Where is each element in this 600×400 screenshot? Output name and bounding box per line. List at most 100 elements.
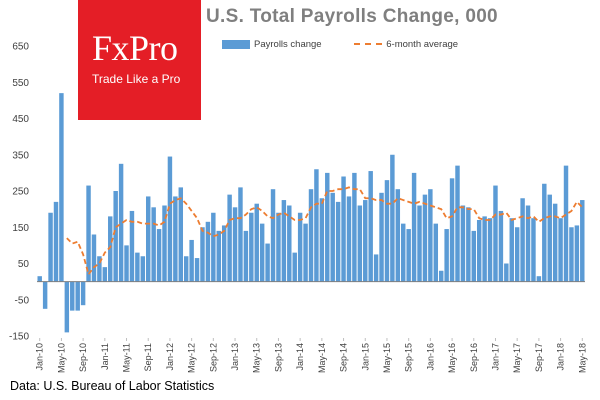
payroll-bar xyxy=(308,189,314,282)
y-tick-label: 350 xyxy=(12,150,29,161)
x-axis: Jan-10 May-10 Sep-10 Jan-11 May-11 Sep-11 Jan-… xyxy=(35,338,587,373)
payroll-bar xyxy=(243,230,249,282)
payroll-bar xyxy=(422,194,428,282)
payroll-bar xyxy=(476,220,482,282)
logo-brand: FxPro xyxy=(92,28,178,68)
x-tick-label: May-16 xyxy=(447,343,457,373)
payroll-bar xyxy=(113,191,118,282)
x-tick-label: Jan-18 xyxy=(556,343,566,371)
x-tick-label: Jan-10 xyxy=(35,343,45,371)
payroll-bar xyxy=(395,189,401,282)
payroll-bar xyxy=(146,196,151,282)
payroll-bar xyxy=(194,258,200,282)
payroll-bar xyxy=(281,200,287,282)
payroll-bar xyxy=(135,252,140,282)
legend-swatch-bar xyxy=(222,39,250,49)
payroll-bar xyxy=(433,223,439,282)
payroll-bar xyxy=(335,201,341,282)
payroll-bar xyxy=(363,200,368,282)
y-tick-label: 50 xyxy=(18,259,30,270)
payroll-bar xyxy=(97,256,102,282)
payroll-bar xyxy=(249,212,254,282)
payroll-bar xyxy=(70,281,75,311)
payroll-bar xyxy=(406,229,411,282)
payroll-bar xyxy=(487,218,493,282)
payroll-bar xyxy=(346,196,352,282)
payroll-bar xyxy=(536,276,542,282)
payroll-bar xyxy=(341,176,346,282)
x-tick-label: Sep-14 xyxy=(339,343,349,372)
payroll-bar xyxy=(276,212,281,282)
fxpro-logo: FxPro Trade Like a Pro xyxy=(78,0,201,120)
payroll-bar xyxy=(384,180,390,282)
payroll-bar xyxy=(509,218,514,282)
y-tick-label: -50 xyxy=(15,295,30,306)
payroll-bar xyxy=(254,203,259,282)
payroll-bar xyxy=(227,194,232,282)
payroll-bar xyxy=(569,227,574,282)
payroll-bar xyxy=(151,207,156,282)
payroll-bar xyxy=(216,230,221,282)
x-tick-label: May-11 xyxy=(122,343,132,372)
y-axis: 650 550 450 350 250 150 50 -50 -150 xyxy=(9,42,29,343)
legend-item-average: 6-month average xyxy=(354,39,458,50)
payroll-bar xyxy=(525,205,531,282)
payroll-bar xyxy=(352,172,357,282)
payroll-bar xyxy=(232,207,238,282)
y-tick-label: 450 xyxy=(12,114,29,125)
payroll-bar xyxy=(37,276,42,282)
y-tick-label: 150 xyxy=(12,223,29,234)
payroll-bar xyxy=(53,201,59,282)
x-tick-label: May-15 xyxy=(382,343,392,373)
payroll-bar xyxy=(64,281,70,333)
payroll-bar xyxy=(580,200,585,282)
payroll-bar xyxy=(390,154,395,282)
payroll-bar xyxy=(466,207,471,282)
x-tick-label: Jan-17 xyxy=(490,343,500,371)
payroll-bar xyxy=(504,263,509,282)
payroll-bar xyxy=(86,185,91,282)
payroll-bar xyxy=(178,187,184,282)
payroll-bar xyxy=(357,205,363,282)
legend-swatch-line xyxy=(354,43,383,46)
payroll-bar xyxy=(514,227,520,282)
payroll-bar xyxy=(411,172,417,282)
y-tick-label: 550 xyxy=(12,78,29,89)
x-tick-label: Jan-14 xyxy=(295,343,305,371)
payroll-bar xyxy=(124,245,129,282)
payroll-bar xyxy=(221,225,227,282)
x-tick-label: Jan-13 xyxy=(230,343,240,371)
payroll-bar xyxy=(373,254,379,282)
payroll-bar xyxy=(118,163,124,282)
x-tick-label: Sep-15 xyxy=(404,343,414,372)
payroll-bar xyxy=(444,229,449,282)
payroll-bar xyxy=(314,169,319,282)
payroll-bar xyxy=(330,192,335,282)
payroll-bar xyxy=(438,270,444,282)
payroll-bar xyxy=(563,165,569,282)
logo-tagline: Trade Like a Pro xyxy=(92,72,181,86)
payroll-bar xyxy=(417,205,422,282)
y-tick-label: -150 xyxy=(9,332,29,343)
payroll-bar xyxy=(108,216,113,282)
payroll-bar xyxy=(297,212,303,282)
y-tick-label: 650 xyxy=(12,42,29,53)
x-tick-label: May-17 xyxy=(512,343,522,373)
x-tick-label: May-10 xyxy=(56,343,66,373)
x-tick-label: May-12 xyxy=(187,343,197,373)
payroll-bar xyxy=(173,196,178,282)
payroll-bar xyxy=(460,205,466,282)
payrolls-bars xyxy=(37,93,585,333)
chart-title: U.S. Total Payrolls Change, 000 xyxy=(206,6,498,27)
x-tick-label: Jan-12 xyxy=(165,343,175,371)
payroll-bar xyxy=(325,172,330,282)
payroll-bar xyxy=(80,281,86,306)
x-tick-label: May-18 xyxy=(577,343,587,373)
payroll-bar xyxy=(303,223,308,282)
legend-label-average: 6-month average xyxy=(386,39,459,50)
x-tick-label: Jan-11 xyxy=(100,343,110,370)
payroll-bar xyxy=(156,229,162,282)
payroll-bar xyxy=(200,227,205,282)
payroll-bar xyxy=(48,212,53,282)
payroll-bar xyxy=(211,212,216,282)
